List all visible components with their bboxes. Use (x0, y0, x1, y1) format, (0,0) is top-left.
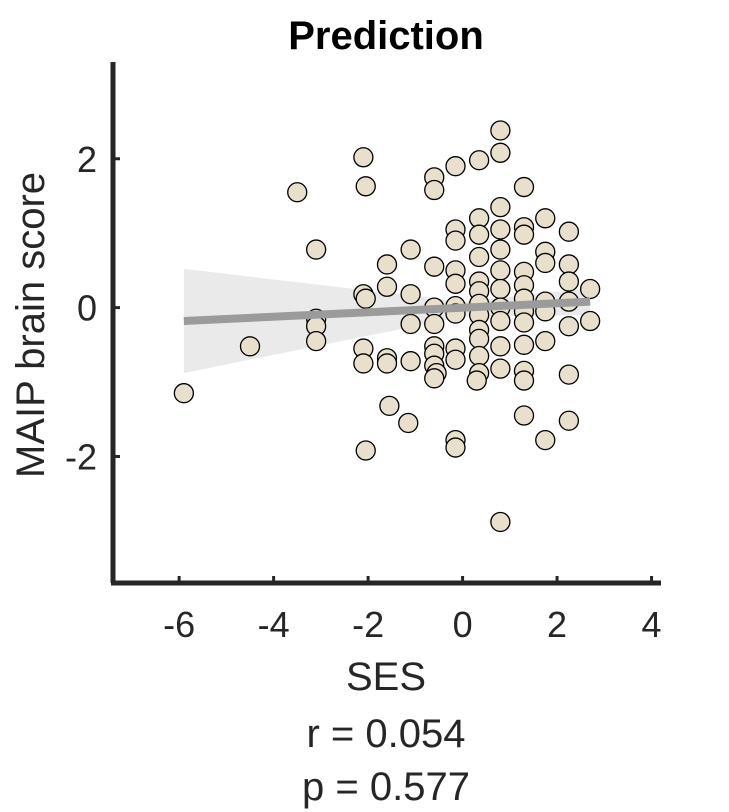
data-point (287, 182, 308, 203)
data-point (305, 330, 327, 352)
data-point (558, 364, 580, 385)
confidence-band (183, 268, 591, 374)
data-point (535, 429, 556, 451)
data-point (558, 221, 580, 242)
data-point (468, 345, 490, 367)
data-point (355, 288, 376, 309)
data-point (398, 412, 419, 434)
data-point (424, 179, 445, 201)
data-point (490, 278, 511, 300)
y-tick-label: 0 (77, 288, 97, 329)
data-point (490, 310, 511, 332)
data-point (558, 254, 580, 275)
data-point (490, 120, 511, 141)
data-point (490, 196, 511, 218)
y-tick-label: -2 (65, 436, 97, 477)
x-ticks-layer: -6 -4 -2 0 2 4 (163, 576, 662, 645)
data-point (400, 351, 421, 372)
data-point (468, 246, 490, 268)
data-point (558, 316, 580, 337)
data-point (535, 252, 556, 274)
data-point (513, 176, 535, 198)
data-point (445, 437, 466, 458)
confidence-band-layer (183, 268, 591, 374)
data-point (424, 313, 445, 335)
data-point (353, 147, 374, 168)
data-point (355, 440, 376, 461)
data-point (400, 313, 421, 335)
fit-line (183, 297, 591, 326)
data-point (513, 224, 535, 245)
data-point (535, 208, 556, 229)
data-point (376, 276, 398, 297)
x-tick-label: 2 (547, 604, 567, 645)
x-tick-label: -4 (258, 604, 290, 645)
data-point (445, 349, 466, 370)
data-point (468, 328, 490, 350)
data-point (353, 353, 374, 374)
data-point (558, 410, 580, 431)
x-tick-label: -2 (352, 604, 384, 645)
x-tick-label: -6 (163, 604, 195, 645)
data-point (400, 239, 421, 260)
data-point (173, 383, 195, 404)
data-point (468, 150, 490, 171)
data-point (468, 224, 490, 245)
data-point (513, 370, 535, 391)
x-tick-label: 4 (642, 604, 662, 645)
data-point (535, 330, 556, 352)
data-point (424, 368, 445, 389)
y-axis-label: MAIP brain score (9, 172, 53, 478)
y-ticks-layer: -2 0 2 (65, 139, 120, 477)
data-point (466, 370, 487, 391)
y-tick-label: 2 (77, 139, 97, 180)
data-point (558, 271, 580, 292)
data-point (445, 230, 466, 251)
data-point (445, 273, 466, 294)
data-point (490, 142, 511, 163)
data-point (379, 395, 400, 417)
data-point (490, 219, 511, 240)
fit-line-layer (183, 297, 591, 326)
data-point (376, 254, 398, 275)
data-point (355, 176, 376, 197)
data-point (376, 353, 398, 374)
data-point (305, 239, 327, 260)
chart-title: Prediction (288, 14, 484, 58)
x-axis-label: SES (346, 655, 426, 699)
data-point (513, 312, 535, 333)
data-point (490, 260, 511, 281)
data-point (424, 256, 445, 277)
data-point (490, 511, 511, 533)
data-point (490, 239, 511, 260)
data-point (400, 284, 421, 305)
p-value-annotation: p = 0.577 (302, 765, 470, 809)
data-point (579, 310, 601, 332)
x-tick-label: 0 (453, 604, 473, 645)
data-point (445, 156, 466, 177)
data-point (239, 336, 261, 357)
data-point (513, 334, 535, 355)
data-point (513, 405, 535, 426)
data-point (490, 358, 511, 379)
r-value-annotation: r = 0.054 (306, 712, 465, 756)
data-point (490, 336, 511, 357)
data-point (579, 278, 601, 300)
